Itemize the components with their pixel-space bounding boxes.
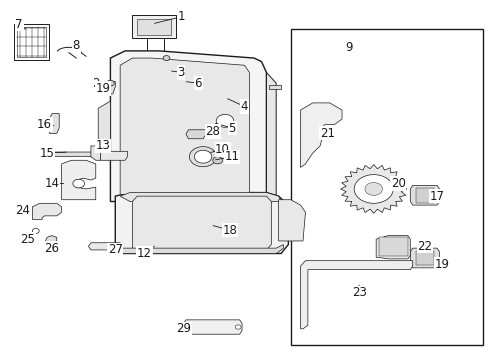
Polygon shape bbox=[101, 81, 115, 94]
Polygon shape bbox=[183, 320, 242, 334]
Text: 8: 8 bbox=[72, 39, 80, 52]
Polygon shape bbox=[120, 58, 249, 194]
Text: 23: 23 bbox=[351, 287, 366, 300]
Text: 29: 29 bbox=[176, 322, 191, 335]
Circle shape bbox=[163, 55, 169, 60]
Polygon shape bbox=[415, 251, 433, 265]
Circle shape bbox=[106, 80, 114, 86]
Polygon shape bbox=[300, 261, 412, 329]
Bar bbox=[290, 30, 483, 345]
Text: 7: 7 bbox=[16, 18, 23, 31]
Text: 27: 27 bbox=[107, 243, 122, 256]
Polygon shape bbox=[32, 203, 61, 220]
Text: 21: 21 bbox=[319, 127, 334, 140]
Polygon shape bbox=[49, 114, 59, 134]
Polygon shape bbox=[137, 19, 171, 35]
Circle shape bbox=[353, 175, 392, 203]
Text: 24: 24 bbox=[15, 204, 30, 217]
Circle shape bbox=[364, 183, 382, 195]
Text: 19: 19 bbox=[95, 82, 110, 95]
Text: 13: 13 bbox=[96, 139, 110, 152]
Polygon shape bbox=[378, 237, 407, 256]
Text: 2: 2 bbox=[92, 77, 100, 90]
Circle shape bbox=[189, 147, 216, 167]
Polygon shape bbox=[115, 244, 283, 253]
Text: 28: 28 bbox=[205, 125, 220, 138]
Text: 16: 16 bbox=[37, 118, 52, 131]
Text: 1: 1 bbox=[177, 10, 184, 23]
Text: 15: 15 bbox=[40, 147, 54, 159]
Text: 22: 22 bbox=[417, 240, 431, 253]
Text: 10: 10 bbox=[215, 143, 229, 156]
Text: 6: 6 bbox=[194, 77, 202, 90]
Polygon shape bbox=[98, 101, 110, 158]
Polygon shape bbox=[88, 243, 122, 250]
Polygon shape bbox=[375, 235, 409, 259]
Text: 12: 12 bbox=[137, 247, 152, 260]
Polygon shape bbox=[340, 165, 406, 213]
Text: 17: 17 bbox=[429, 190, 444, 203]
Polygon shape bbox=[101, 151, 127, 160]
Polygon shape bbox=[268, 85, 281, 89]
Polygon shape bbox=[185, 130, 205, 139]
Text: 5: 5 bbox=[228, 122, 236, 135]
Text: 19: 19 bbox=[434, 258, 448, 271]
Polygon shape bbox=[44, 235, 57, 243]
Polygon shape bbox=[132, 15, 176, 39]
Polygon shape bbox=[132, 196, 271, 252]
Circle shape bbox=[194, 150, 211, 163]
Polygon shape bbox=[415, 188, 433, 203]
Polygon shape bbox=[115, 193, 288, 253]
Polygon shape bbox=[61, 160, 96, 200]
Circle shape bbox=[216, 114, 233, 127]
Polygon shape bbox=[120, 193, 281, 202]
Text: 3: 3 bbox=[177, 66, 184, 79]
Polygon shape bbox=[266, 72, 276, 205]
Text: 14: 14 bbox=[44, 177, 59, 190]
Text: 4: 4 bbox=[240, 100, 248, 113]
Text: 11: 11 bbox=[224, 150, 239, 163]
Polygon shape bbox=[44, 152, 108, 156]
Circle shape bbox=[235, 325, 241, 329]
Text: 20: 20 bbox=[390, 177, 405, 190]
Polygon shape bbox=[110, 51, 266, 202]
Polygon shape bbox=[278, 200, 305, 241]
Polygon shape bbox=[409, 248, 439, 268]
Polygon shape bbox=[409, 185, 439, 205]
Text: 9: 9 bbox=[345, 41, 352, 54]
Polygon shape bbox=[300, 103, 341, 167]
Circle shape bbox=[73, 179, 84, 188]
Circle shape bbox=[212, 157, 222, 164]
Text: 26: 26 bbox=[44, 242, 59, 255]
Circle shape bbox=[32, 228, 39, 233]
Text: 18: 18 bbox=[222, 224, 237, 237]
Polygon shape bbox=[14, 24, 49, 60]
Polygon shape bbox=[91, 146, 101, 160]
Text: 25: 25 bbox=[20, 233, 35, 246]
